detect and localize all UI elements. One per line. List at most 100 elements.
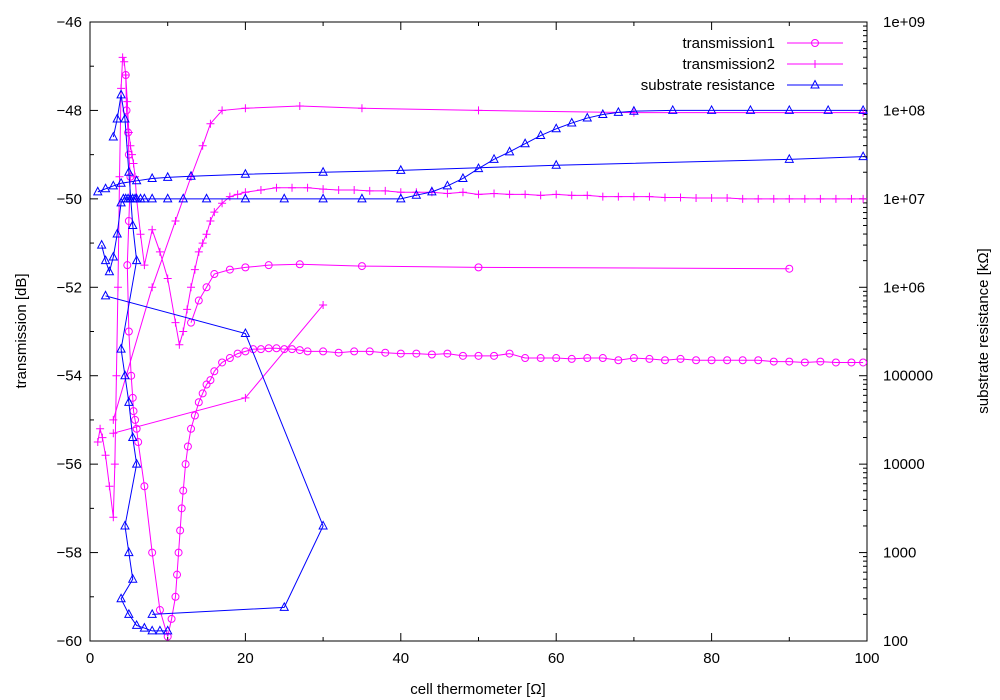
data-point: [831, 194, 840, 203]
data-point: [288, 183, 297, 192]
data-point: [427, 186, 437, 196]
x-axis-label: cell thermometer [Ω]: [410, 681, 545, 698]
data-point: [179, 327, 188, 336]
series-transmission2-branch: [109, 102, 868, 424]
data-point: [365, 347, 374, 356]
data-point: [303, 347, 312, 356]
data-point: [272, 344, 281, 353]
data-point: [92, 186, 103, 196]
series-transmission2-low: [109, 300, 328, 438]
data-point: [233, 349, 242, 358]
data-point: [104, 266, 115, 276]
y2-tick-label: 1e+06: [883, 279, 925, 296]
data-point: [598, 354, 607, 363]
data-point: [442, 180, 453, 190]
data-point: [131, 255, 142, 265]
data-point: [127, 431, 138, 442]
data-point: [110, 460, 119, 469]
data-point: [198, 389, 207, 398]
data-point: [536, 354, 545, 363]
data-point: [183, 442, 192, 451]
data-point: [785, 357, 794, 366]
data-point: [108, 131, 119, 141]
data-point: [582, 112, 593, 122]
data-point: [505, 190, 514, 199]
data-point: [847, 358, 856, 367]
data-point: [458, 188, 467, 197]
data-point: [109, 429, 118, 438]
data-point: [443, 349, 452, 358]
data-point: [202, 230, 211, 239]
series-transmission2: [93, 53, 868, 522]
series-transmission1-branch: [187, 260, 794, 327]
y2-tick-label: 100: [883, 633, 908, 650]
data-point: [667, 104, 678, 114]
data-point: [365, 186, 374, 195]
data-point: [162, 171, 173, 181]
data-point: [124, 547, 134, 557]
series-substrate-resistance-upper-: [92, 151, 868, 196]
data-point: [101, 451, 110, 460]
data-point: [109, 415, 118, 424]
y2-tick-label: 100000: [883, 368, 933, 385]
data-point: [660, 356, 669, 365]
data-point: [474, 351, 483, 360]
series-line: [97, 156, 864, 193]
series-line: [97, 57, 864, 518]
data-point: [723, 356, 732, 365]
data-point: [295, 346, 304, 355]
data-point: [116, 343, 126, 353]
data-point: [583, 191, 592, 200]
data-point: [136, 230, 145, 239]
y-tick-label: −46: [57, 14, 82, 31]
data-point: [810, 79, 820, 89]
series-line: [112, 105, 864, 421]
data-point: [629, 354, 638, 363]
data-point: [120, 113, 130, 123]
data-point: [210, 270, 219, 279]
series-substrate-resistance-return-: [100, 290, 328, 618]
data-point: [505, 349, 514, 358]
x-tick-label: 20: [237, 650, 254, 667]
data-point: [707, 193, 716, 202]
data-point: [357, 262, 366, 271]
series-line: [105, 295, 324, 615]
series-line: [113, 304, 324, 434]
data-point: [629, 192, 638, 201]
data-point: [147, 625, 157, 635]
data-point: [811, 60, 819, 68]
data-point: [121, 71, 130, 80]
data-point: [190, 265, 199, 274]
data-point: [155, 625, 165, 635]
data-point: [707, 356, 716, 365]
data-point: [458, 172, 468, 182]
data-point: [225, 354, 234, 363]
data-point: [295, 260, 304, 269]
data-point: [96, 239, 107, 249]
data-point: [241, 393, 250, 402]
data-point: [163, 632, 172, 641]
y2-tick-label: 10000: [883, 456, 925, 473]
data-point: [769, 357, 778, 366]
data-point: [177, 504, 186, 513]
data-point: [566, 117, 577, 127]
data-point: [395, 193, 406, 203]
data-point: [613, 106, 624, 116]
data-point: [295, 102, 304, 111]
data-point: [264, 261, 273, 270]
data-point: [176, 526, 185, 535]
data-point: [131, 458, 142, 468]
y2-tick-label: 1000: [883, 545, 916, 562]
data-point: [175, 340, 184, 349]
data-point: [116, 593, 126, 603]
data-point: [113, 283, 122, 292]
data-point: [187, 283, 196, 292]
data-point: [155, 247, 164, 256]
data-point: [272, 183, 281, 192]
data-point: [831, 358, 840, 367]
y-tick-label: −48: [57, 102, 82, 119]
x-tick-label: 80: [703, 650, 720, 667]
data-point: [109, 513, 118, 522]
data-point: [629, 105, 639, 115]
data-point: [858, 104, 868, 114]
